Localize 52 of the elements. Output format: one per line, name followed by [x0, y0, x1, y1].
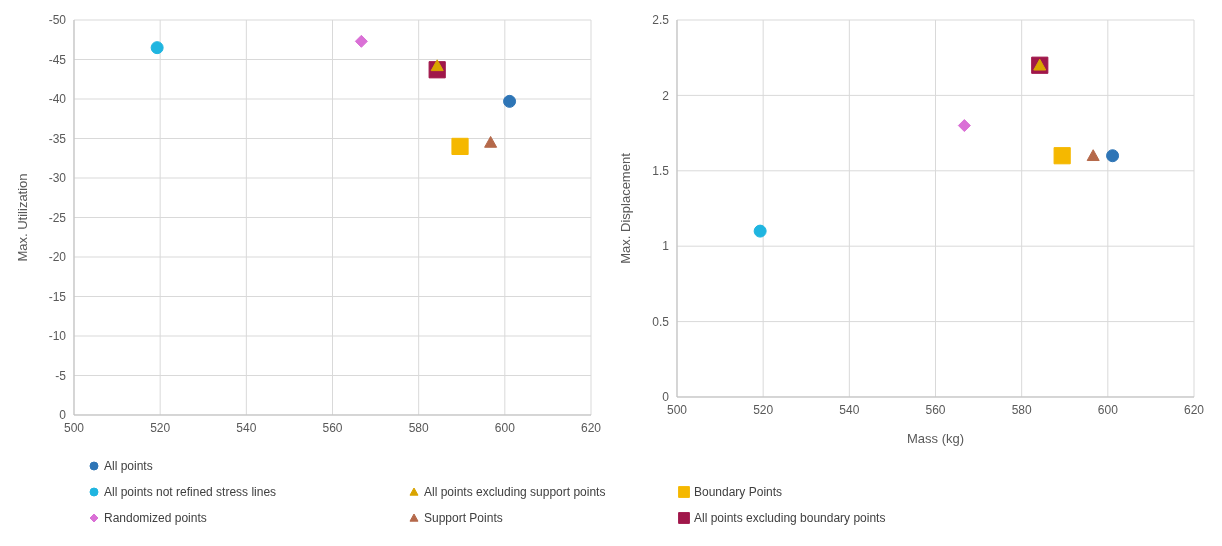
legend-label: Boundary Points	[694, 485, 783, 499]
x-tick-label: 580	[408, 420, 429, 435]
legend-label: All points excluding support points	[424, 485, 606, 499]
y-tick-label: 1.5	[652, 164, 670, 179]
point	[753, 224, 767, 238]
y-tick-label: -45	[48, 52, 67, 67]
y-tick-label: 1	[662, 239, 670, 254]
x-tick-label: 600	[1097, 402, 1119, 417]
point	[354, 34, 368, 48]
x-tick-label: 520	[150, 420, 171, 435]
legend-label: All points	[104, 459, 153, 473]
y-tick-label: 2	[662, 88, 670, 103]
y-axis-title: Max. Utilization	[14, 173, 30, 262]
legend-label: Support Points	[424, 511, 503, 525]
y-tick-label: -35	[48, 131, 67, 146]
y-tick-label: -40	[48, 92, 67, 107]
y-tick-label: -15	[48, 289, 67, 304]
y-tick-label: -20	[48, 250, 67, 265]
x-tick-label: 620	[580, 420, 602, 435]
y-tick-label: 0.5	[652, 314, 670, 329]
x-tick-label: 600	[494, 420, 516, 435]
point	[1086, 149, 1100, 162]
x-axis-title: Mass (kg)	[906, 431, 965, 446]
y-tick-label: -25	[48, 210, 67, 225]
x-tick-label: 520	[753, 402, 774, 417]
point	[430, 59, 444, 72]
y-tick-label: -30	[48, 171, 67, 186]
x-tick-label: 500	[63, 420, 85, 435]
legend-label: All points excluding boundary points	[694, 511, 886, 525]
y-axis-title: Max. Displacement	[617, 152, 633, 264]
point	[1053, 147, 1071, 165]
x-tick-label: 500	[666, 402, 688, 417]
y-tick-label: 0	[662, 390, 670, 405]
y-tick-label: -5	[55, 368, 67, 383]
legend-label: All points not refined stress lines	[104, 485, 277, 499]
point	[1106, 149, 1120, 163]
legend-label: Randomized points	[104, 511, 207, 525]
point	[484, 135, 498, 148]
x-tick-label: 560	[322, 420, 343, 435]
y-tick-label: 0	[59, 408, 67, 423]
x-tick-label: 580	[1011, 402, 1032, 417]
point	[957, 119, 971, 133]
y-tick-label: -10	[48, 329, 67, 344]
x-tick-label: 540	[236, 420, 257, 435]
point	[503, 94, 517, 108]
y-tick-label: -50	[48, 13, 67, 28]
y-tick-label: 2.5	[652, 13, 670, 28]
x-tick-label: 540	[839, 402, 860, 417]
x-tick-label: 560	[925, 402, 946, 417]
point	[451, 137, 469, 155]
x-tick-label: 620	[1183, 402, 1205, 417]
point	[150, 41, 164, 55]
